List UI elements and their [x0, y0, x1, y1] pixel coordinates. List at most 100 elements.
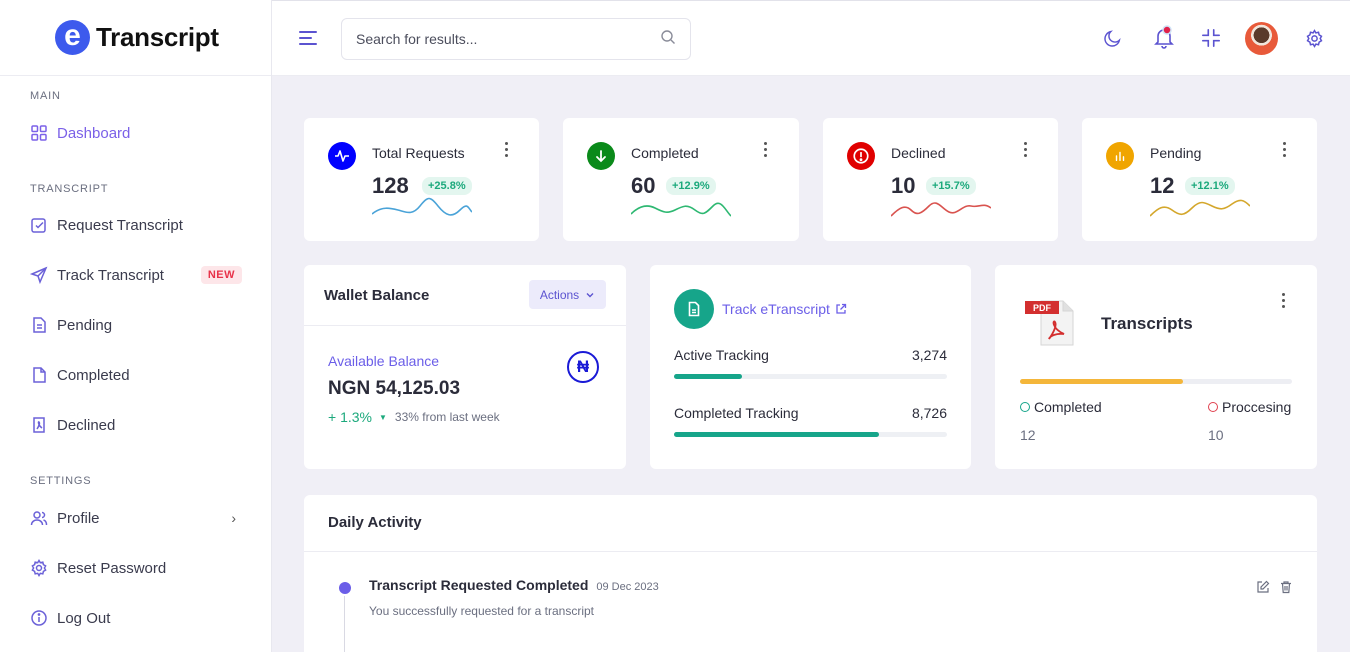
send-icon [30, 266, 48, 284]
tracking-card: Track eTranscript Active Tracking 3,274 … [650, 265, 971, 469]
active-tracking-progress [674, 374, 947, 379]
stat-change-badge: +12.1% [1185, 177, 1235, 195]
legend-completed-value: 12 [1020, 427, 1036, 443]
menu-toggle-icon[interactable] [298, 29, 318, 47]
stat-value: 12 [1150, 173, 1175, 198]
arrow-down-icon [587, 142, 615, 170]
more-options-icon[interactable] [503, 142, 509, 160]
legend-processing-value: 10 [1208, 427, 1224, 443]
legend-label: Completed [1034, 399, 1102, 415]
sidebar-item-declined[interactable]: Declined [30, 413, 242, 437]
more-options-icon[interactable] [1022, 142, 1028, 160]
balance-amount: NGN 54,125.03 [328, 378, 461, 399]
sidebar-item-label: Profile [57, 509, 100, 527]
sidebar-item-pending[interactable]: Pending [30, 313, 242, 337]
sidebar-item-reset-password[interactable]: Reset Password [30, 556, 242, 580]
sidebar-item-label: Completed [57, 366, 130, 384]
file-icon [674, 289, 714, 329]
more-options-icon[interactable] [1281, 142, 1287, 160]
moon-icon[interactable] [1102, 27, 1124, 49]
new-badge: NEW [200, 266, 242, 284]
stat-label: Total Requests [372, 145, 465, 161]
balance-change-note: 33% from last week [394, 410, 500, 424]
external-link-icon [836, 303, 847, 314]
sidebar-item-label: Reset Password [57, 559, 167, 577]
stat-change-badge: +25.8% [422, 177, 472, 195]
actions-dropdown-button[interactable]: Actions [529, 280, 606, 309]
sidebar: e Transcript MAIN Dashboard TRANSCRIPT R… [0, 0, 272, 652]
sidebar-item-label: Dashboard [57, 124, 131, 142]
pdf-file-icon: PDF [1025, 299, 1077, 347]
sidebar-item-label: Log Out [57, 609, 111, 627]
legend-processing: Proccesing [1208, 399, 1291, 415]
caret-down-icon: ▼ [378, 412, 387, 422]
edit-icon[interactable] [1256, 580, 1270, 599]
progress-fill [674, 432, 879, 437]
progress-fill [1020, 379, 1184, 384]
available-balance-label: Available Balance [328, 353, 440, 369]
timeline-dot [339, 582, 351, 594]
activity-item-title: Transcript Requested Completed [369, 577, 589, 593]
more-options-icon[interactable] [762, 142, 768, 160]
daily-activity-title: Daily Activity [328, 514, 422, 531]
edit-square-icon [30, 216, 48, 234]
section-title-transcript: TRANSCRIPT [30, 183, 109, 195]
divider [304, 551, 1317, 552]
legend-dot [1208, 402, 1218, 412]
activity-item-date: 09 Dec 2023 [596, 581, 659, 593]
stat-value: 10 [891, 173, 916, 198]
sidebar-item-label: Track Transcript [57, 266, 164, 284]
active-tracking-label: Active Tracking [674, 347, 769, 363]
alert-circle-icon [847, 142, 875, 170]
track-etranscript-label: Track eTranscript [722, 301, 830, 317]
sidebar-item-label: Pending [57, 316, 113, 334]
minimize-icon[interactable] [1200, 27, 1222, 49]
users-icon [30, 509, 48, 527]
search-input[interactable] [356, 31, 660, 47]
file-icon [30, 366, 48, 384]
settings-gear-icon[interactable] [1303, 27, 1325, 49]
bell-icon[interactable] [1151, 23, 1177, 51]
stat-value: 128 [372, 173, 409, 198]
brand-logo[interactable]: e Transcript [0, 0, 271, 76]
stat-card-completed: Completed 60 +12.9% [563, 118, 799, 241]
active-tracking-value: 3,274 [911, 347, 947, 363]
search-icon[interactable] [660, 29, 676, 50]
legend-label: Proccesing [1222, 399, 1292, 415]
legend-dot [1020, 402, 1030, 412]
more-options-icon[interactable] [1280, 293, 1286, 311]
sidebar-item-profile[interactable]: Profile › [30, 506, 242, 530]
trash-icon[interactable] [1279, 580, 1293, 599]
actions-label: Actions [539, 287, 580, 302]
sidebar-item-track-transcript[interactable]: Track Transcript NEW [30, 263, 242, 287]
user-avatar[interactable] [1245, 22, 1278, 55]
naira-icon: ₦ [567, 351, 599, 383]
chevron-right-icon: › [231, 510, 236, 526]
brand-name: Transcript [96, 22, 219, 52]
bar-chart-icon [1106, 142, 1134, 170]
track-etranscript-link[interactable]: Track eTranscript [722, 301, 847, 317]
stat-change-badge: +12.9% [666, 177, 716, 195]
sidebar-item-request-transcript[interactable]: Request Transcript [30, 213, 242, 237]
daily-activity-card: Daily Activity Transcript Requested Comp… [304, 495, 1317, 652]
sidebar-item-log-out[interactable]: Log Out [30, 606, 242, 630]
wallet-title: Wallet Balance [324, 287, 430, 304]
completed-tracking-label: Completed Tracking [674, 405, 799, 421]
divider [304, 325, 626, 326]
completed-tracking-progress [674, 432, 947, 437]
sparkline [372, 197, 472, 216]
activity-item: Transcript Requested Completed 09 Dec 20… [369, 577, 659, 593]
sidebar-item-completed[interactable]: Completed [30, 363, 242, 387]
sidebar-item-label: Declined [57, 416, 116, 434]
stat-label: Declined [891, 145, 946, 161]
chevron-down-icon [586, 292, 594, 297]
sparkline [1150, 199, 1250, 217]
stat-label: Completed [631, 145, 699, 161]
stat-change-badge: +15.7% [926, 177, 976, 195]
sparkline [891, 202, 991, 217]
sidebar-item-dashboard[interactable]: Dashboard [30, 121, 242, 145]
balance-change-value: + 1.3% [328, 409, 372, 425]
top-header [272, 0, 1350, 76]
activity-icon [328, 142, 356, 170]
stat-card-declined: Declined 10 +15.7% [823, 118, 1058, 241]
